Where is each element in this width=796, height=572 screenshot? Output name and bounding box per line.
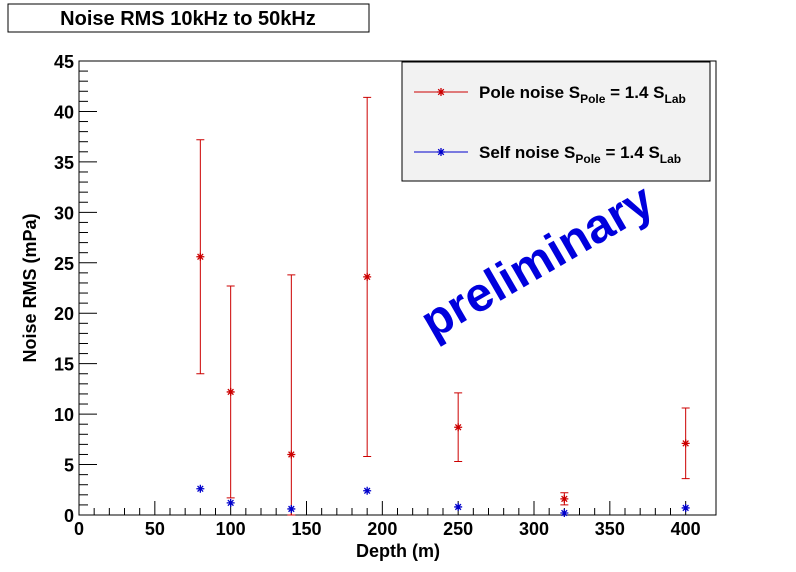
legend-label: Self noise SPole = 1.4 SLab xyxy=(479,143,681,166)
x-tick-label: 100 xyxy=(216,519,246,539)
marker xyxy=(560,508,569,517)
x-tick-label: 0 xyxy=(74,519,84,539)
legend-text: = 1.4 S xyxy=(601,143,660,162)
legend-text: Self noise S xyxy=(479,143,575,162)
y-tick-label: 10 xyxy=(54,405,74,425)
marker xyxy=(560,494,569,503)
x-tick-label: 250 xyxy=(443,519,473,539)
y-tick-label: 25 xyxy=(54,254,74,274)
y-tick-label: 40 xyxy=(54,102,74,122)
marker xyxy=(287,450,296,459)
y-tick-label: 45 xyxy=(54,52,74,72)
marker xyxy=(454,423,463,432)
y-tick-label: 35 xyxy=(54,153,74,173)
marker xyxy=(363,272,372,281)
marker xyxy=(226,498,235,507)
marker xyxy=(454,502,463,511)
x-tick-label: 300 xyxy=(519,519,549,539)
marker xyxy=(287,504,296,513)
y-tick-label: 15 xyxy=(54,355,74,375)
marker xyxy=(196,252,205,261)
x-tick-label: 400 xyxy=(671,519,701,539)
error-bar xyxy=(287,274,296,516)
y-tick-label: 30 xyxy=(54,203,74,223)
x-axis-label: Depth (m) xyxy=(356,541,440,561)
legend-subscript: Pole xyxy=(575,152,601,166)
legend-marker xyxy=(437,88,445,96)
legend-box xyxy=(401,61,711,182)
title-box xyxy=(7,3,370,33)
chart-title: Noise RMS 10kHz to 50kHz xyxy=(60,8,316,30)
marker xyxy=(681,439,690,448)
marker xyxy=(226,387,235,396)
legend-marker xyxy=(437,148,445,156)
x-tick-label: 50 xyxy=(145,519,165,539)
x-tick-label: 200 xyxy=(367,519,397,539)
x-tick-label: 150 xyxy=(291,519,321,539)
y-tick-label: 0 xyxy=(64,506,74,526)
legend-subscript: Lab xyxy=(665,92,686,106)
marker xyxy=(196,484,205,493)
x-tick-label: 350 xyxy=(595,519,625,539)
marker xyxy=(681,503,690,512)
legend-subscript: Lab xyxy=(660,152,681,166)
y-tick-label: 20 xyxy=(54,304,74,324)
legend-label: Pole noise SPole = 1.4 SLab xyxy=(479,83,686,106)
y-tick-label: 5 xyxy=(64,456,74,476)
legend-text: = 1.4 S xyxy=(605,83,664,102)
legend-subscript: Pole xyxy=(580,92,606,106)
marker xyxy=(363,486,372,495)
legend-text: Pole noise S xyxy=(479,83,580,102)
y-axis-label: Noise RMS (mPa) xyxy=(20,213,40,362)
